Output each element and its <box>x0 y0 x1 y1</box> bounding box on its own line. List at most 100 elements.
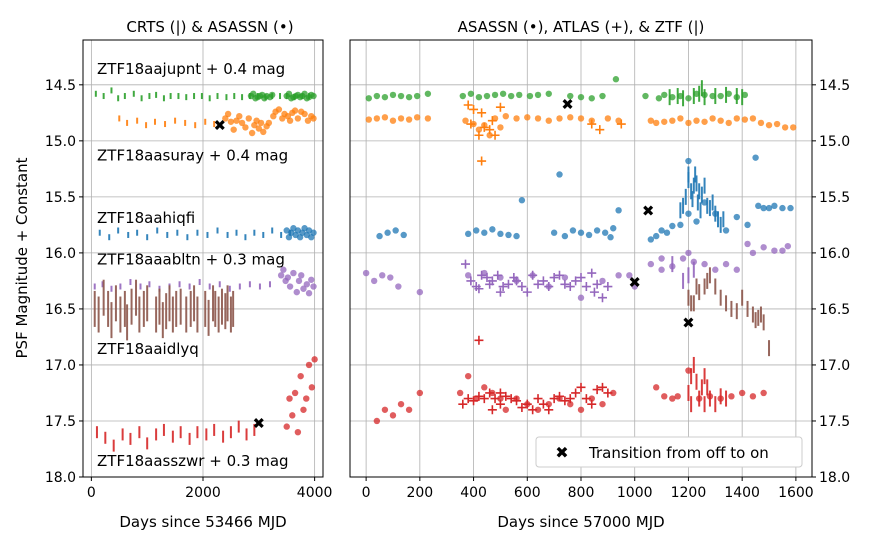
asassn-point <box>577 93 585 101</box>
y-tick-label: 17.5 <box>45 414 76 430</box>
y-tick-label: 16.0 <box>45 246 76 262</box>
asassn-point <box>631 283 638 290</box>
y-tick-label-right: 17.5 <box>819 414 850 430</box>
asassn-point <box>661 393 668 400</box>
asassn-point <box>765 204 773 212</box>
x-tick-label: 4000 <box>297 485 333 501</box>
asassn-point <box>755 202 762 210</box>
atlas-point <box>493 270 503 280</box>
asassn-point <box>550 229 558 236</box>
asassn-point <box>491 91 499 99</box>
asassn-point <box>709 92 716 100</box>
asassn-point <box>653 119 660 127</box>
atlas-point <box>603 282 613 292</box>
atlas-point <box>576 273 586 283</box>
asassn-point <box>305 361 313 369</box>
asassn-point <box>283 423 290 430</box>
atlas-point <box>528 270 538 280</box>
asassn-point <box>291 107 299 114</box>
legend-box <box>535 436 803 468</box>
asassn-point <box>567 114 574 121</box>
asassn-point <box>647 117 655 124</box>
atlas-point <box>565 394 575 404</box>
left-series-labels: ZTF18aajupnt + 0.4 mag ZTF18aasuray + 0.4… <box>97 60 289 470</box>
asassn-point <box>489 226 496 233</box>
atlas-point <box>595 125 605 135</box>
asassn-point <box>384 229 391 236</box>
asassn-point <box>685 210 692 217</box>
atlas-point <box>581 282 591 292</box>
asassn-point <box>765 121 773 129</box>
asassn-point <box>502 112 509 120</box>
atlas-point <box>522 287 532 297</box>
atlas-point <box>587 399 597 409</box>
asassn-point <box>516 91 523 99</box>
asassn-point <box>464 272 472 279</box>
asassn-point <box>725 90 732 97</box>
asassn-point <box>497 124 504 131</box>
asassn-point <box>604 115 612 122</box>
atlas-point <box>463 100 473 110</box>
asassn-point <box>405 93 413 101</box>
asassn-point <box>658 255 665 262</box>
asassn-point <box>389 91 397 99</box>
atlas-point <box>571 276 581 286</box>
atlas-point <box>512 396 522 406</box>
atlas-point <box>469 104 479 114</box>
atlas-point <box>538 276 548 286</box>
asassn-point <box>310 115 317 122</box>
asassn-point <box>362 269 370 277</box>
asassn-point <box>653 384 660 391</box>
atlas-point <box>487 116 497 126</box>
asassn-point <box>701 199 708 206</box>
asassn-point <box>607 234 614 241</box>
asassn-point <box>709 115 716 122</box>
asassn-point <box>693 90 700 97</box>
atlas-point <box>533 394 543 404</box>
asassn-point <box>308 384 316 391</box>
asassn-point <box>569 227 577 234</box>
atlas-point <box>477 270 487 280</box>
asassn-point <box>280 266 287 273</box>
asassn-point <box>518 197 526 204</box>
x-tick-label: 1000 <box>617 485 653 501</box>
asassn-point <box>599 92 606 100</box>
asassn-point <box>669 117 676 124</box>
asassn-point <box>486 132 493 139</box>
asassn-point <box>483 92 491 100</box>
asassn-point <box>757 119 765 127</box>
atlas-point <box>597 293 607 303</box>
asassn-point <box>456 389 464 397</box>
asassn-point <box>588 95 595 102</box>
y-tick-label: 16.5 <box>45 302 76 318</box>
asassn-point <box>733 115 740 122</box>
asassn-point <box>779 247 786 254</box>
atlas-point <box>597 382 607 392</box>
asassn-point <box>773 120 781 128</box>
atlas-point <box>528 405 538 415</box>
asassn-point <box>661 118 668 125</box>
asassn-point <box>545 117 552 124</box>
asassn-point <box>481 229 488 236</box>
asassn-point <box>294 115 302 122</box>
atlas-point <box>495 287 505 297</box>
asassn-point <box>679 255 687 262</box>
asassn-point <box>561 232 569 240</box>
atlas-point <box>466 119 476 129</box>
asassn-point <box>507 92 515 100</box>
asassn-point <box>577 229 585 236</box>
y-tick-label-right: 16.0 <box>819 246 850 262</box>
asassn-point <box>599 277 606 285</box>
asassn-point <box>295 277 303 285</box>
atlas-point <box>512 276 522 286</box>
y-tick-label-right: 17.0 <box>819 358 850 374</box>
asassn-point <box>647 260 655 268</box>
asassn-point <box>593 227 601 234</box>
atlas-point <box>544 405 554 415</box>
asassn-point <box>615 117 622 124</box>
y-tick-label-right: 15.5 <box>819 190 850 206</box>
asassn-point <box>473 227 480 234</box>
asassn-point <box>373 417 381 425</box>
asassn-point <box>397 400 405 408</box>
atlas-point <box>474 391 484 401</box>
